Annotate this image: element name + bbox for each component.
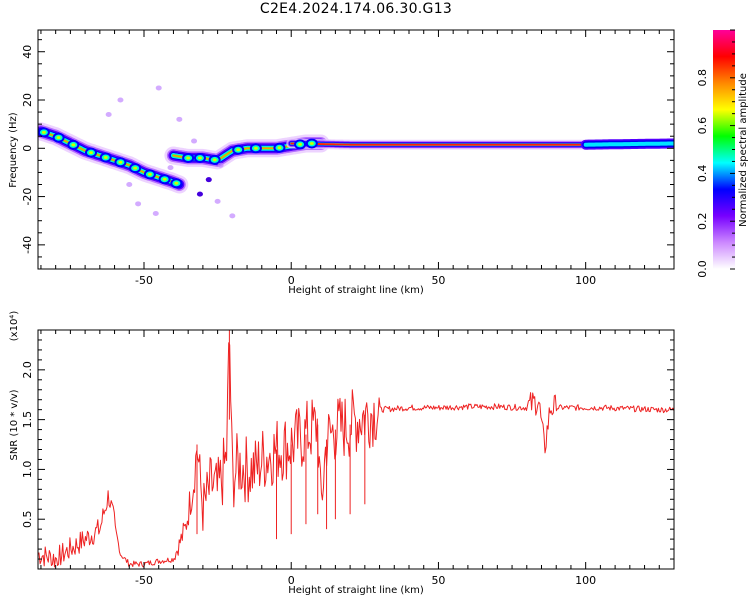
spectral-speckle (214, 198, 221, 204)
spectral-blob (133, 166, 138, 170)
snr-ylabel: SNR (10 * v/v) (9, 389, 20, 460)
spectral-speckle (205, 177, 212, 183)
spectrogram-ylabel: Frequency (Hz) (8, 112, 19, 188)
x-tick-label: 100 (575, 274, 596, 287)
x-tick-label: 0 (288, 274, 295, 287)
spectral-blob (118, 160, 123, 164)
spectrogram-xlabel: Height of straight line (km) (288, 285, 424, 296)
spectral-blob (174, 181, 179, 185)
spectrogram-x-ticks: -50 0 50 100 (40, 30, 675, 287)
spectral-blob (56, 136, 61, 140)
y-tick-label: -20 (21, 188, 34, 206)
colorbar-ticks: 0.0 0.2 0.4 0.6 0.8 (696, 29, 735, 278)
colorbar-tick-label: 0.2 (696, 212, 709, 230)
colorbar-label: Normalized spectral amplitude (738, 73, 749, 227)
spectral-speckle (105, 111, 112, 117)
spectral-speckle (191, 138, 198, 144)
spectral-speckle (176, 116, 183, 122)
y-tick-label: 1.0 (21, 461, 34, 479)
page-title: C2E4.2024.174.06.30.G13 (259, 1, 453, 17)
spectral-blob (162, 177, 167, 181)
spectral-speckle (229, 213, 236, 219)
snr-xlabel: Height of straight line (km) (288, 585, 424, 596)
spectral-blob (309, 141, 314, 145)
spectral-blob (186, 156, 191, 160)
snr-panel: -50 0 50 100 0.5 1.0 1.5 2.0 Height of straigh… (9, 311, 675, 596)
spectral-blob (277, 146, 282, 150)
y-tick-label: 40 (21, 45, 34, 59)
spectral-blob (147, 172, 152, 176)
x-tick-label: 50 (431, 574, 445, 587)
spectral-blob (253, 146, 258, 150)
y-tick-label: -40 (21, 236, 34, 254)
spectral-blob (103, 155, 108, 159)
spectral-blob (212, 158, 217, 162)
snr-line-area (38, 330, 674, 568)
spectral-blob (41, 130, 46, 134)
colorbar-tick-label: 0.0 (696, 260, 709, 278)
spectral-speckle (155, 85, 162, 91)
y-tick-label: 0 (21, 145, 34, 152)
snr-line (38, 342, 674, 568)
x-tick-label: 50 (431, 274, 445, 287)
spectral-speckle (196, 191, 203, 197)
spectral-blob (298, 142, 303, 146)
spectral-blob (71, 143, 76, 147)
spectrogram-ridges (38, 85, 674, 219)
spectral-speckle (135, 201, 142, 207)
spectral-speckle (167, 165, 174, 171)
colorbar-tick-label: 0.8 (696, 69, 709, 87)
y-tick-label: 2.0 (21, 361, 34, 379)
snr-x-ticks: -50 0 50 100 (40, 330, 675, 587)
colorbar-tick-label: 0.6 (696, 117, 709, 135)
x-tick-label: 0 (288, 574, 295, 587)
spectral-speckle (217, 162, 224, 168)
x-tick-label: 100 (575, 574, 596, 587)
spectral-blob (89, 151, 93, 155)
snr-y-ticks: 0.5 1.0 1.5 2.0 (21, 329, 674, 570)
spectral-speckle (152, 210, 159, 216)
spectral-speckle (126, 182, 133, 188)
spectrogram-frame (37, 29, 675, 270)
y-tick-label: 1.5 (21, 411, 34, 429)
spectrogram-panel: -50 0 50 100 -40 -20 0 20 40 Height of straight… (8, 29, 675, 296)
spectrogram-y-ticks: -40 -20 0 20 40 (21, 39, 674, 270)
x-tick-label: -50 (135, 274, 153, 287)
y-tick-label: 0.5 (21, 510, 34, 528)
spectral-blob (236, 148, 241, 152)
colorbar-tick-label: 0.4 (696, 165, 709, 183)
spectral-speckle (117, 97, 124, 103)
y-tick-label: 20 (21, 93, 34, 107)
spectral-blob (197, 156, 202, 160)
snr-multiplier: (x10⁴) (9, 311, 20, 342)
ridge-tail (583, 141, 674, 147)
x-tick-label: -50 (135, 574, 153, 587)
colorbar-gradient (713, 30, 735, 269)
colorbar: 0.0 0.2 0.4 0.6 0.8 Normalized spectral ampl… (696, 29, 749, 278)
